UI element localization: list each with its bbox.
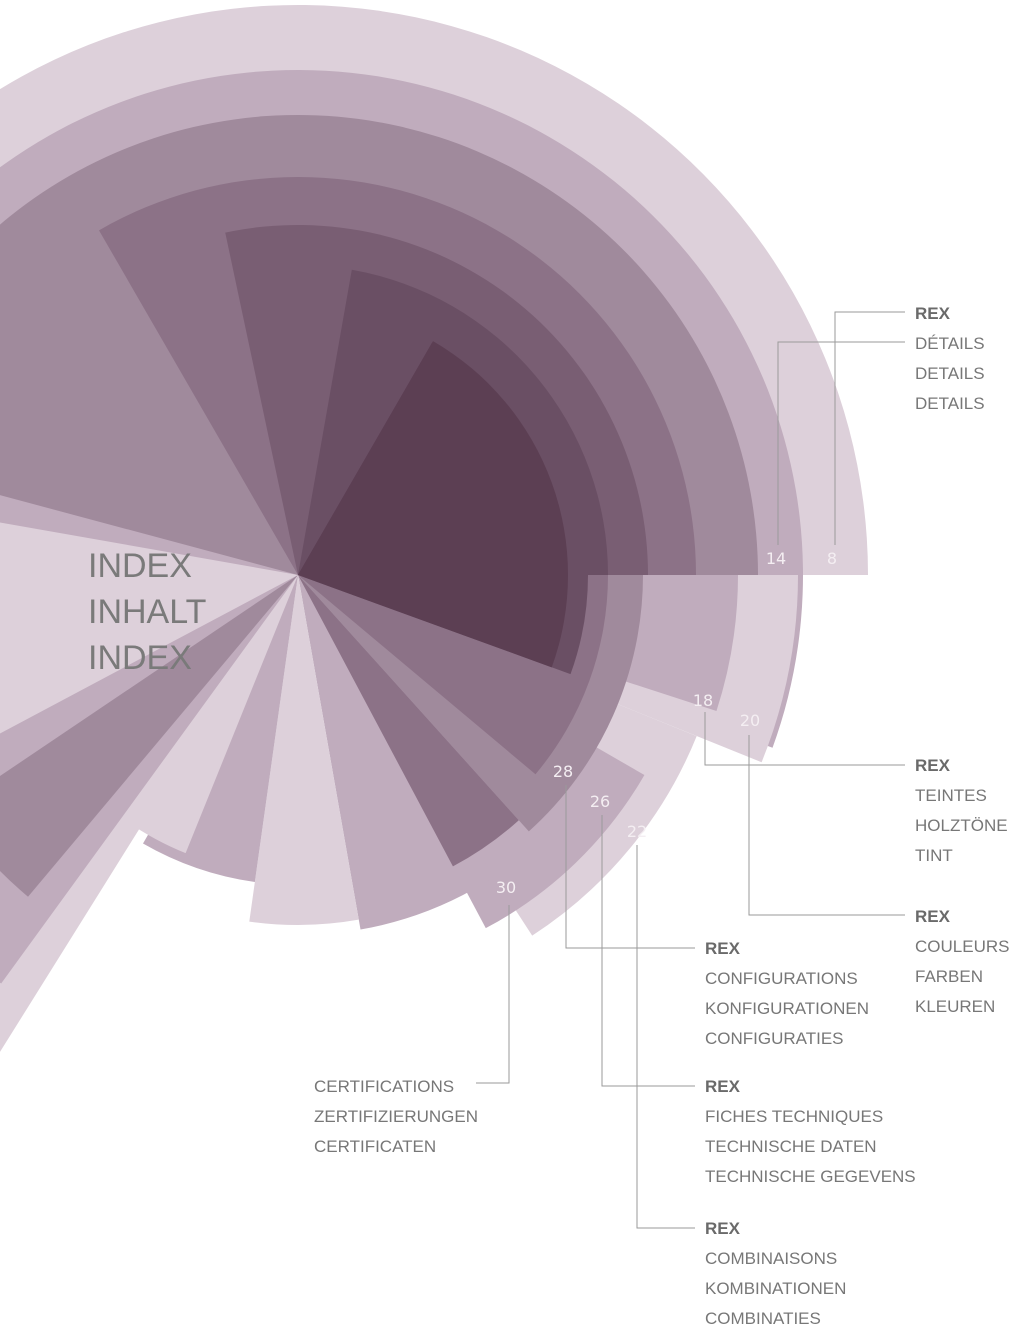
entry-line: TEINTES <box>915 786 987 805</box>
page-number: 28 <box>553 762 573 781</box>
page-number: 20 <box>740 711 760 730</box>
entry-heading: REX <box>915 304 951 323</box>
entry-heading: REX <box>705 1219 741 1238</box>
entry-line: DÉTAILS <box>915 334 985 353</box>
index-title: INHALT <box>88 593 206 631</box>
index-title: INDEX <box>88 639 192 677</box>
entry-line: COULEURS <box>915 937 1009 956</box>
index-graphic: INDEX INHALT INDEX REX DÉTAILS DETAILS DETAILS… <box>0 0 1023 1327</box>
index-title: INDEX <box>88 547 192 585</box>
page-number: 18 <box>693 691 713 710</box>
entry-line: CERTIFICATIONS <box>314 1077 454 1096</box>
page-number: 14 <box>766 549 786 568</box>
entry-line: COMBINAISONS <box>705 1249 837 1268</box>
entry-line: KOMBINATIONEN <box>705 1279 846 1298</box>
entry-line: DETAILS <box>915 364 985 383</box>
entry-heading: REX <box>705 1077 741 1096</box>
connector <box>476 905 509 1083</box>
entry-line: CERTIFICATEN <box>314 1137 436 1156</box>
page-number: 30 <box>496 878 516 897</box>
entry-line: TECHNISCHE DATEN <box>705 1137 877 1156</box>
entry-line: TINT <box>915 846 953 865</box>
entry-line: ZERTIFIZIERUNGEN <box>314 1107 478 1126</box>
entry-line: TECHNISCHE GEGEVENS <box>705 1167 916 1186</box>
entry-line: KONFIGURATIONEN <box>705 999 869 1018</box>
entry-line: HOLZTÖNE <box>915 816 1008 835</box>
entry-line: CONFIGURATIONS <box>705 969 858 988</box>
entry-line: CONFIGURATIES <box>705 1029 844 1048</box>
entry-line: FICHES TECHNIQUES <box>705 1107 883 1126</box>
entry-line: KLEUREN <box>915 997 995 1016</box>
connector <box>749 735 905 915</box>
entry-heading: REX <box>915 756 951 775</box>
entry-line: COMBINATIES <box>705 1309 821 1327</box>
entry-heading: REX <box>915 907 951 926</box>
entry-line: FARBEN <box>915 967 983 986</box>
page-number: 8 <box>827 549 837 568</box>
decorative-wedges <box>0 5 868 1058</box>
page-number: 22 <box>627 822 647 841</box>
page: {"title": ["INDEX", "INHALT", "INDEX"], … <box>0 0 1023 1327</box>
connector <box>637 845 695 1228</box>
entry-line: DETAILS <box>915 394 985 413</box>
page-number: 26 <box>590 792 610 811</box>
entry-heading: REX <box>705 939 741 958</box>
